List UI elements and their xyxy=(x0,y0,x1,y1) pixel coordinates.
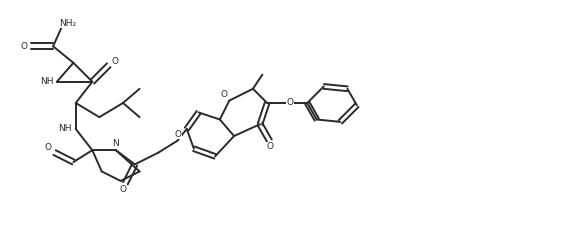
Text: O: O xyxy=(21,42,28,51)
Text: O: O xyxy=(175,130,182,139)
Text: O: O xyxy=(112,57,118,66)
Text: NH: NH xyxy=(39,77,53,86)
Text: NH₂: NH₂ xyxy=(59,19,76,28)
Text: O: O xyxy=(267,142,274,151)
Text: O: O xyxy=(287,98,294,108)
Text: O: O xyxy=(220,90,227,99)
Text: N: N xyxy=(113,139,120,148)
Text: O: O xyxy=(120,185,126,194)
Text: NH: NH xyxy=(58,125,72,133)
Text: O: O xyxy=(45,143,51,152)
